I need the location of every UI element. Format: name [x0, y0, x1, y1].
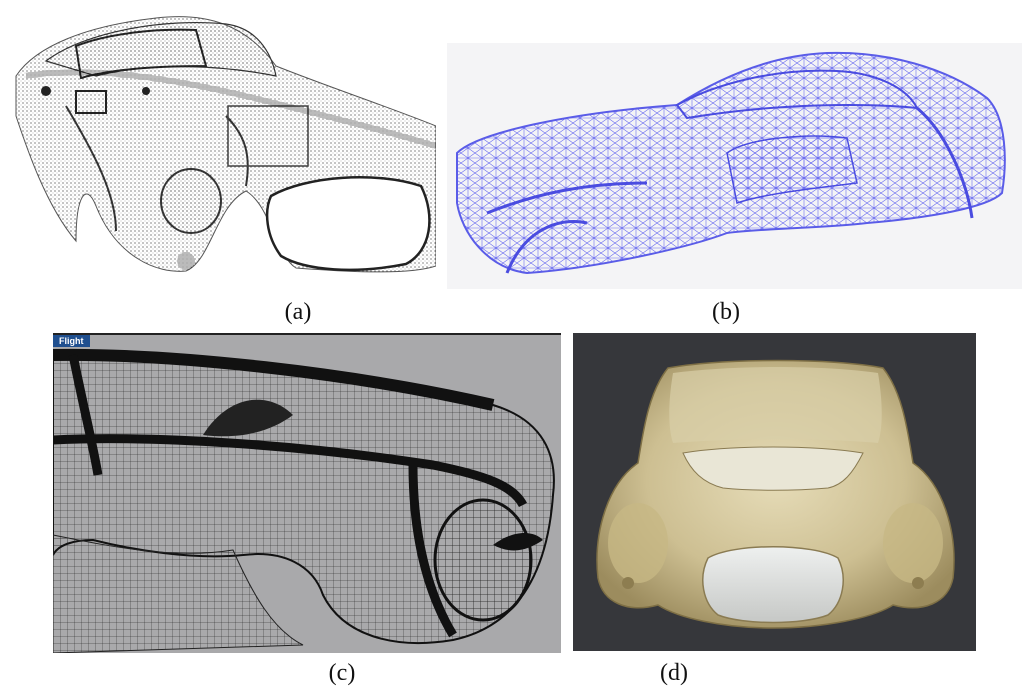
caption-b: (b)	[712, 299, 740, 325]
caption-d: (d)	[660, 660, 688, 686]
surface-mesh-viewport: Flight	[53, 333, 561, 653]
wireframe-mesh-panel	[447, 43, 1022, 289]
point-cloud-render	[15, 16, 436, 273]
printed-model-render	[596, 359, 955, 629]
printed-model-photo	[573, 333, 976, 651]
surface-mesh-render	[53, 348, 555, 653]
caption-a: (a)	[284, 299, 312, 325]
wireframe-mesh-render	[456, 51, 1006, 275]
caption-c: (c)	[328, 660, 356, 686]
point-cloud-panel	[6, 6, 436, 288]
viewport-label: Flight	[53, 335, 90, 347]
